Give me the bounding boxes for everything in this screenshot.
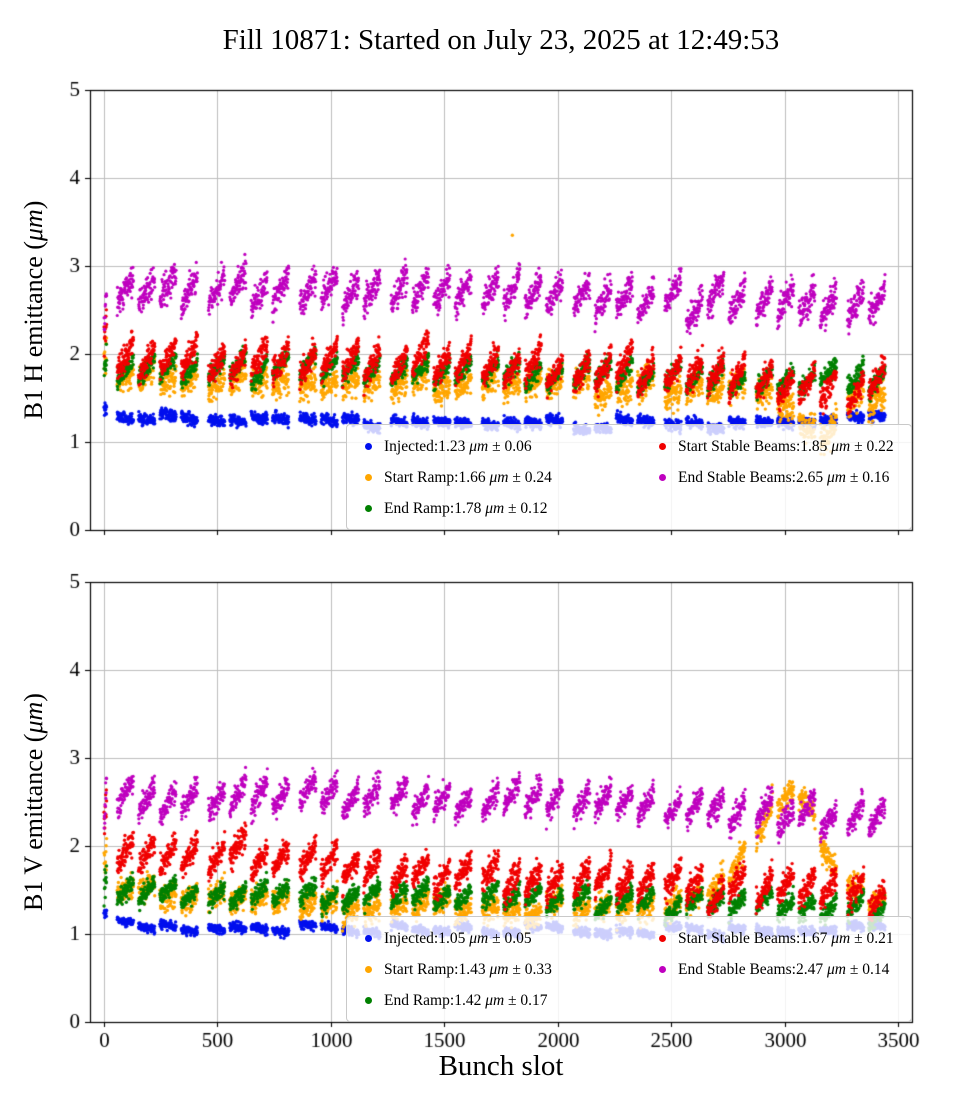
y-axis-label-b1v: B1 V emittance (μm) [19, 693, 49, 911]
legend-value: 1.05 [438, 930, 470, 947]
y-axis-label-b1h-unit: μm [19, 209, 48, 242]
legend-marker-injected [365, 934, 372, 942]
legend-marker-start-stable [659, 442, 666, 450]
legend-item-start-stable: Start Stable Beams:1.67 μm ± 0.21 [649, 923, 894, 954]
figure-title: Fill 10871: Started on July 23, 2025 at … [222, 24, 780, 56]
legend-unit: μm [831, 930, 851, 947]
y-axis-label-b1h: B1 H emittance (μm) [19, 201, 49, 420]
legend-b1h: Injected:1.23 μm ± 0.06 Start Ramp:1.66 … [346, 424, 912, 530]
legend-marker-injected [365, 442, 372, 450]
legend-unit: μm [826, 961, 846, 978]
legend-value: 1.43 [458, 961, 490, 978]
legend-unit: μm [485, 500, 505, 517]
legend-item-end-stable: End Stable Beams:2.65 μm ± 0.16 [649, 462, 894, 493]
legend-item-start-ramp: Start Ramp:1.43 μm ± 0.33 [355, 954, 649, 985]
legend-value: 2.65 [795, 469, 827, 486]
legend-error: ± 0.22 [850, 438, 894, 455]
legend-b1v-col2: Start Stable Beams:1.67 μm ± 0.21 End St… [649, 923, 894, 1015]
legend-b1h-col1: Injected:1.23 μm ± 0.06 Start Ramp:1.66 … [355, 431, 649, 523]
legend-label: Start Stable Beams: [678, 438, 801, 455]
legend-item-start-stable: Start Stable Beams:1.85 μm ± 0.22 [649, 431, 894, 462]
legend-error: ± 0.21 [850, 930, 894, 947]
legend-label: Injected: [384, 438, 439, 455]
legend-marker-start-ramp [365, 473, 372, 481]
legend-label: End Stable Beams: [678, 469, 796, 486]
legend-unit: μm [489, 961, 509, 978]
legend-item-injected: Injected:1.23 μm ± 0.06 [355, 431, 649, 462]
legend-label: Injected: [384, 930, 439, 947]
legend-item-end-stable: End Stable Beams:2.47 μm ± 0.14 [649, 954, 894, 985]
legend-unit: μm [485, 992, 505, 1009]
y-axis-label-b1v-close: ) [19, 693, 48, 702]
legend-b1h-col2: Start Stable Beams:1.85 μm ± 0.22 End St… [649, 431, 894, 523]
legend-value: 1.67 [800, 930, 832, 947]
legend-unit: μm [831, 438, 851, 455]
legend-b1v-col1: Injected:1.05 μm ± 0.05 Start Ramp:1.43 … [355, 923, 649, 1015]
legend-item-injected: Injected:1.05 μm ± 0.05 [355, 923, 649, 954]
x-axis-label: Bunch slot [438, 1050, 564, 1082]
y-axis-label-b1h-text: B1 H emittance ( [19, 241, 48, 420]
legend-marker-end-stable [659, 473, 666, 481]
legend-marker-end-ramp [365, 504, 372, 512]
legend-unit: μm [826, 469, 846, 486]
y-axis-label-b1v-text: B1 V emittance ( [19, 733, 48, 911]
legend-value: 1.23 [438, 438, 470, 455]
legend-label: End Stable Beams: [678, 961, 796, 978]
legend-item-end-ramp: End Ramp:1.42 μm ± 0.17 [355, 985, 649, 1016]
legend-marker-end-stable [659, 965, 666, 973]
legend-value: 2.47 [795, 961, 827, 978]
legend-marker-start-ramp [365, 965, 372, 973]
legend-label: End Ramp: [384, 500, 455, 517]
legend-label: Start Stable Beams: [678, 930, 801, 947]
legend-error: ± 0.12 [504, 500, 548, 517]
legend-value: 1.85 [800, 438, 832, 455]
legend-error: ± 0.33 [508, 961, 552, 978]
legend-marker-start-stable [659, 934, 666, 942]
legend-error: ± 0.06 [488, 438, 532, 455]
legend-error: ± 0.05 [488, 930, 532, 947]
legend-label: Start Ramp: [384, 961, 459, 978]
legend-b1v: Injected:1.05 μm ± 0.05 Start Ramp:1.43 … [346, 916, 912, 1022]
legend-unit: μm [469, 438, 489, 455]
legend-value: 1.42 [454, 992, 486, 1009]
y-axis-label-b1h-close: ) [19, 200, 48, 210]
legend-unit: μm [489, 469, 509, 486]
legend-error: ± 0.24 [508, 469, 552, 486]
legend-label: End Ramp: [384, 992, 455, 1009]
legend-label: Start Ramp: [384, 469, 459, 486]
legend-marker-end-ramp [365, 996, 372, 1004]
y-axis-label-b1v-unit: μm [19, 701, 48, 734]
legend-error: ± 0.17 [504, 992, 548, 1009]
legend-unit: μm [469, 930, 489, 947]
legend-item-end-ramp: End Ramp:1.78 μm ± 0.12 [355, 493, 649, 524]
legend-value: 1.78 [454, 500, 486, 517]
legend-error: ± 0.14 [845, 961, 890, 978]
legend-item-start-ramp: Start Ramp:1.66 μm ± 0.24 [355, 462, 649, 493]
legend-value: 1.66 [458, 469, 490, 486]
legend-error: ± 0.16 [845, 469, 890, 486]
